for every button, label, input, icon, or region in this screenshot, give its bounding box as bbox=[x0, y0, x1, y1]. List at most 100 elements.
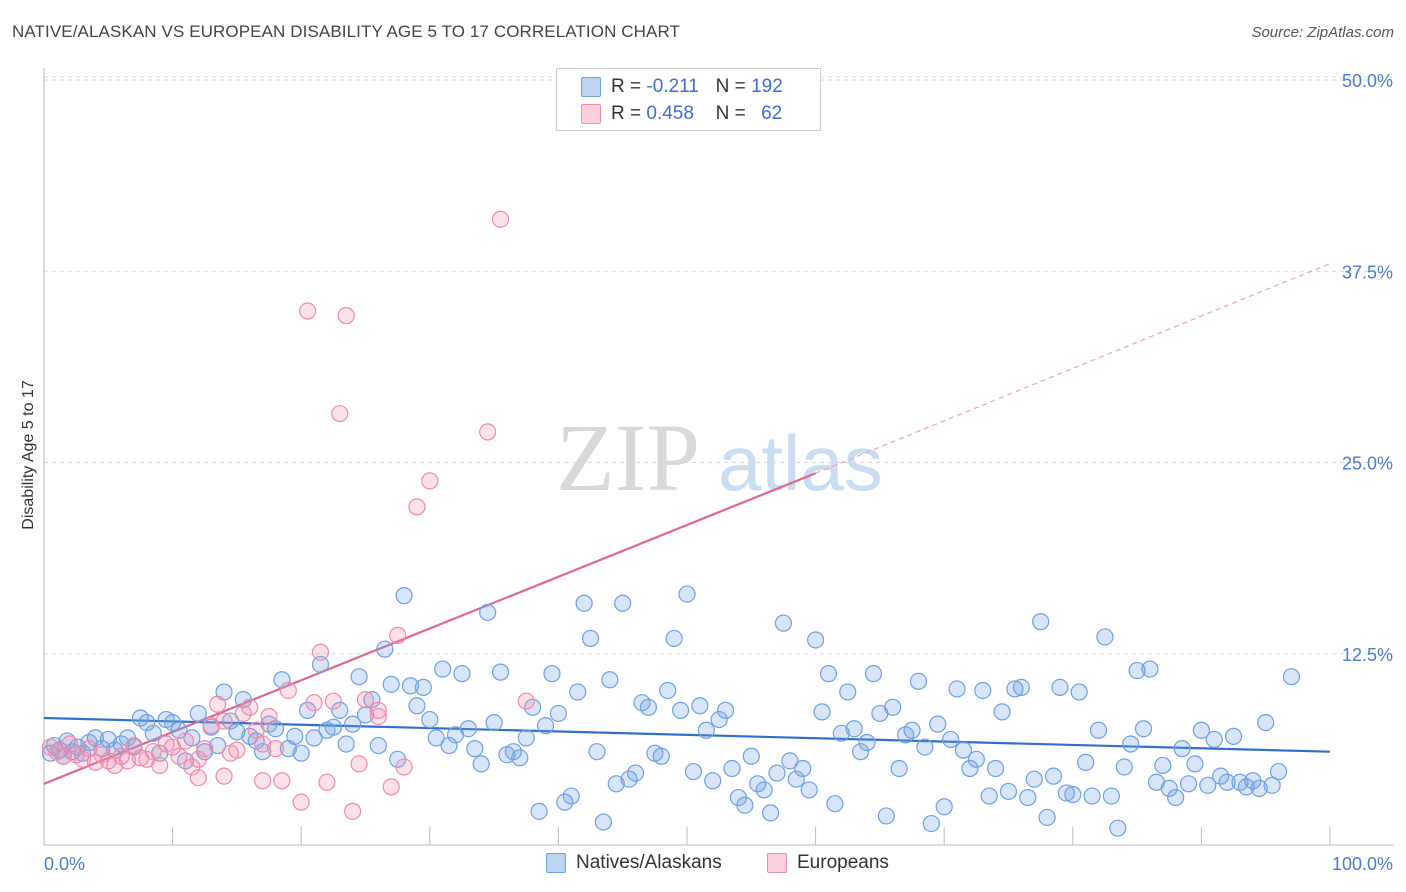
data-point bbox=[1205, 730, 1223, 749]
data-point bbox=[254, 772, 272, 790]
data-point bbox=[903, 721, 921, 739]
data-point bbox=[954, 741, 973, 759]
data-point bbox=[350, 668, 368, 686]
legend-row-natives: R = -0.211 N = 192 bbox=[581, 76, 783, 98]
data-point bbox=[1192, 721, 1211, 739]
data-point bbox=[453, 665, 471, 683]
data-point bbox=[594, 813, 613, 831]
data-point bbox=[311, 643, 330, 661]
y-tick-label: 12.5% bbox=[1342, 645, 1393, 665]
data-point bbox=[839, 683, 857, 701]
chart-title: NATIVE/ALASKAN VS EUROPEAN DISABILITY AG… bbox=[12, 22, 681, 41]
data-point bbox=[1070, 683, 1088, 701]
data-point bbox=[299, 302, 317, 320]
data-point bbox=[369, 701, 387, 719]
data-point bbox=[408, 697, 426, 715]
data-point bbox=[286, 727, 304, 745]
data-point bbox=[221, 712, 240, 730]
trend-line bbox=[43, 716, 1331, 753]
bottom-legend-swatch-natives bbox=[546, 853, 566, 873]
legend-r-label: R = bbox=[611, 103, 642, 124]
data-point bbox=[581, 629, 600, 648]
data-point bbox=[350, 755, 368, 773]
data-point bbox=[504, 743, 522, 761]
data-point bbox=[479, 423, 497, 441]
data-point bbox=[1257, 713, 1275, 732]
data-point bbox=[1109, 819, 1127, 837]
y-axis-label: Disability Age 5 to 17 bbox=[20, 380, 37, 530]
data-point bbox=[1044, 767, 1063, 785]
legend-swatch-natives bbox=[581, 77, 601, 97]
data-point bbox=[607, 775, 625, 793]
data-point bbox=[331, 701, 349, 719]
x-tick-label: 0.0% bbox=[44, 854, 85, 874]
correlation-legend: R = -0.211 N = 192 R = 0.458 N = 62 bbox=[556, 68, 821, 131]
data-point bbox=[774, 614, 793, 632]
trend-lines bbox=[43, 263, 1331, 785]
data-point bbox=[768, 764, 786, 782]
data-point bbox=[517, 729, 535, 747]
data-point bbox=[562, 787, 580, 805]
trend-line bbox=[43, 472, 817, 785]
data-point bbox=[929, 715, 947, 733]
data-point bbox=[247, 721, 265, 739]
data-point bbox=[826, 795, 844, 813]
data-point bbox=[916, 738, 934, 756]
data-point bbox=[639, 698, 658, 716]
tick-labels: 12.5% 25.0% 37.5% 50.0% 0.0% 100.0% bbox=[44, 71, 1393, 874]
data-point bbox=[273, 772, 291, 790]
data-point bbox=[176, 732, 195, 750]
data-point bbox=[736, 796, 754, 814]
trend-line-extension bbox=[815, 263, 1331, 474]
data-point bbox=[440, 736, 458, 755]
legend-swatch-europeans bbox=[581, 104, 601, 124]
legend-r-value: 0.458 bbox=[646, 103, 694, 124]
data-point bbox=[684, 762, 703, 781]
data-point bbox=[479, 603, 497, 622]
data-point bbox=[337, 307, 355, 325]
bottom-legend-label: Natives/Alaskans bbox=[576, 852, 722, 873]
data-point bbox=[671, 701, 690, 719]
legend-n-label: N = bbox=[715, 103, 746, 124]
data-point bbox=[363, 691, 381, 709]
data-point bbox=[987, 759, 1005, 778]
data-point bbox=[421, 710, 439, 729]
data-point bbox=[337, 735, 355, 753]
data-point bbox=[723, 759, 741, 778]
data-point bbox=[73, 750, 92, 768]
chart-source: Source: ZipAtlas.com bbox=[1251, 24, 1394, 41]
data-point bbox=[948, 680, 966, 698]
data-point bbox=[408, 498, 426, 516]
data-point bbox=[401, 677, 420, 695]
data-point bbox=[215, 712, 233, 730]
data-point bbox=[530, 802, 548, 820]
data-point bbox=[61, 735, 79, 753]
bottom-legend-europeans: Europeans bbox=[767, 852, 889, 874]
data-point bbox=[704, 772, 722, 790]
data-point bbox=[511, 749, 529, 767]
data-point bbox=[1064, 785, 1082, 804]
data-point bbox=[1224, 727, 1243, 745]
data-point bbox=[819, 665, 838, 683]
data-point bbox=[974, 681, 992, 700]
data-point bbox=[588, 743, 606, 761]
legend-n-label: N = bbox=[715, 76, 746, 97]
series-natives-alaskans bbox=[41, 585, 1301, 837]
data-point bbox=[1102, 787, 1120, 805]
data-point bbox=[716, 701, 735, 719]
data-point bbox=[1218, 773, 1236, 791]
data-point bbox=[254, 735, 272, 753]
data-point bbox=[266, 740, 285, 758]
data-point bbox=[1032, 613, 1050, 631]
data-point bbox=[852, 743, 870, 761]
data-point bbox=[1115, 758, 1133, 776]
data-point bbox=[421, 472, 439, 490]
axes bbox=[43, 68, 1394, 846]
data-point bbox=[710, 710, 728, 729]
data-point bbox=[170, 721, 188, 739]
data-point bbox=[485, 713, 503, 732]
data-point bbox=[144, 724, 162, 742]
data-point bbox=[1019, 788, 1037, 807]
data-point bbox=[742, 747, 760, 765]
